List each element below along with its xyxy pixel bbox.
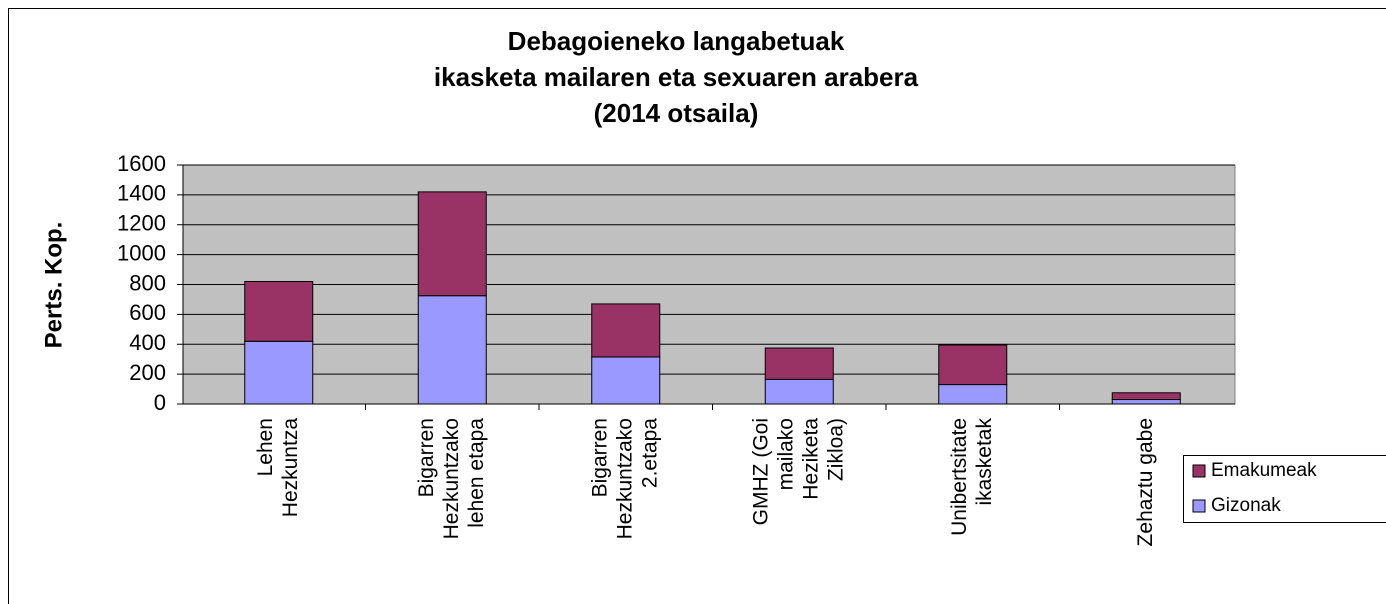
x-tick-label: Hezkuntzako [613,418,636,539]
bar-segment [938,344,1008,386]
bar-segment [591,356,661,405]
y-tick-label: 1400 [117,181,166,206]
x-tick-label: Bigarren [588,418,611,497]
x-tick-label: Hezkuntzako [440,418,463,539]
x-tick-label: Zehaztu gabe [1134,418,1157,546]
y-tick-label: 1600 [117,151,166,176]
y-axis-label: Perts. Kop. [40,222,67,349]
bar-segment [764,347,834,380]
bar-segment [938,384,1008,405]
bar-segment [244,281,314,342]
y-tick-label: 400 [129,330,166,355]
x-tick-label: Zikloa) [824,418,847,481]
chart-title: (2014 otsaila) [594,98,759,128]
x-tick-label: Bigarren [415,418,438,497]
bar-segment [244,340,314,405]
y-tick-label: 1200 [117,211,166,236]
bar-segment [417,295,487,405]
legend-swatch [1192,464,1206,478]
y-tick-label: 200 [129,360,166,385]
legend-label: Gizonak [1211,495,1281,516]
bar-segment [417,191,487,297]
bar-segment [591,303,661,358]
x-tick-label: ikasketak [973,418,996,506]
y-tick-label: 800 [129,270,166,295]
x-tick-label: Lehen [254,418,277,476]
x-tick-label: Heziketa [799,418,822,500]
x-tick-label: lehen etapa [465,418,488,528]
x-tick-label: mailako [774,418,797,490]
y-tick-label: 600 [129,300,166,325]
y-tick-label: 0 [154,390,166,415]
x-tick-label: GMHZ (Goi [749,418,772,525]
bar-segment [764,378,834,405]
x-tick-label: Unibertsitate [948,418,971,536]
chart-title: Debagoieneko langabetuak [508,26,845,56]
legend-swatch [1192,499,1206,513]
legend-box [1183,455,1386,523]
bar-segment [1111,399,1181,405]
x-tick-label: Hezkuntza [279,418,302,518]
bar-segment [1111,392,1181,401]
chart-title: ikasketa mailaren eta sexuaren arabera [434,62,919,92]
legend-label: Emakumeak [1211,460,1317,481]
x-tick-label: 2.etapa [638,418,661,488]
y-tick-label: 1000 [117,240,166,265]
